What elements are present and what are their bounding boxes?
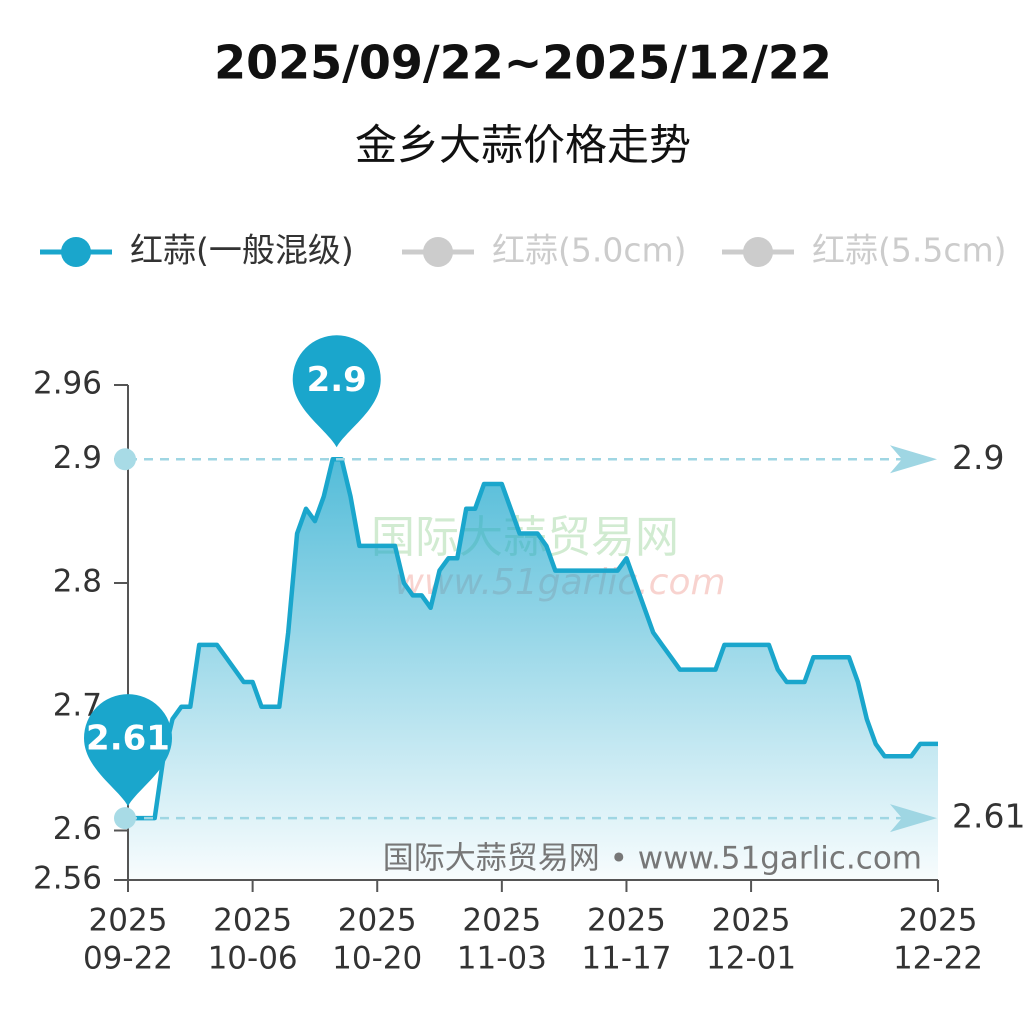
x-tick-label: 2025 xyxy=(213,903,292,939)
y-tick-label: 2.96 xyxy=(33,366,102,402)
pin-label: 2.61 xyxy=(86,719,170,759)
x-tick-label: 12-01 xyxy=(706,941,796,977)
y-tick-label: 2.56 xyxy=(33,861,102,897)
pin xyxy=(84,694,172,807)
pin xyxy=(292,335,381,448)
legend-marker xyxy=(61,237,91,267)
source: 国际大蒜贸易网 • www.51garlic.com xyxy=(383,841,922,877)
x-tick-label: 11-03 xyxy=(457,941,547,977)
reference-dot xyxy=(114,448,136,471)
y-tick-label: 2.8 xyxy=(53,564,102,600)
legend-marker xyxy=(423,237,453,267)
reference-label: 2.61 xyxy=(952,797,1025,836)
chart-subtitle: 金乡大蒜价格走势 xyxy=(355,121,691,170)
legend-label: 红蒜(5.5cm) xyxy=(812,231,1007,270)
reference-arrow xyxy=(890,445,937,474)
x-tick-label: 2025 xyxy=(338,903,417,939)
legend-label: 红蒜(一般混级) xyxy=(130,231,354,270)
x-tick-label: 10-20 xyxy=(332,941,422,977)
y-tick-label: 2.6 xyxy=(53,811,102,847)
area xyxy=(128,459,938,880)
x-tick-label: 11-17 xyxy=(581,941,671,977)
reference-arrow xyxy=(890,804,937,833)
reference-dot xyxy=(114,807,136,830)
x-tick-label: 2025 xyxy=(712,903,791,939)
x-tick-label: 2025 xyxy=(587,903,666,939)
x-tick-label: 2025 xyxy=(462,903,541,939)
reference-label: 2.9 xyxy=(952,438,1004,477)
legend-marker xyxy=(743,237,773,267)
x-tick-label: 10-06 xyxy=(208,941,298,977)
line xyxy=(128,457,938,821)
legend-label: 红蒜(5.0cm) xyxy=(492,231,687,270)
y-tick-label: 2.9 xyxy=(53,440,102,476)
x-tick-label: 2025 xyxy=(89,903,168,939)
pin-label: 2.9 xyxy=(307,360,367,400)
x-tick-label: 12-22 xyxy=(893,941,983,977)
chart-title: 2025/09/22~2025/12/22 xyxy=(214,36,832,90)
x-tick-label: 2025 xyxy=(899,903,978,939)
x-tick-label: 09-22 xyxy=(83,941,173,977)
